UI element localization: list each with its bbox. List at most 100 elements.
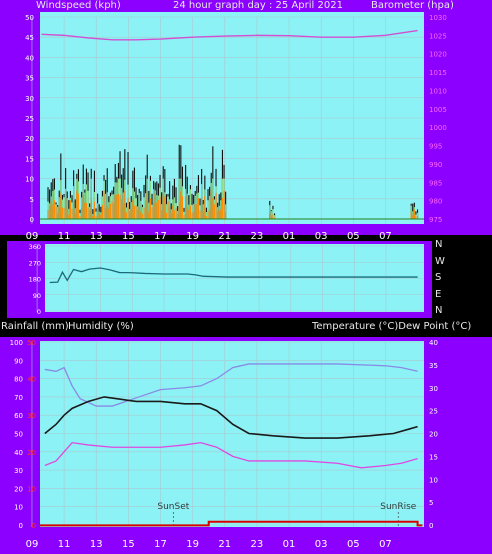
- rainfall-axis-title: Rainfall (mm): [1, 321, 69, 332]
- climate-gridlines: [31, 341, 424, 527]
- climate-xtick-label: 19: [186, 539, 199, 550]
- windspeed-axis-title: Windspeed (kph): [36, 0, 121, 11]
- sunrise-label: SunRise: [380, 502, 417, 512]
- humidity-ytick-label: 90: [14, 357, 23, 365]
- humidity-ytick-label: 60: [14, 412, 23, 420]
- temperature-ytick-label: 5: [429, 499, 433, 507]
- humidity-ytick-label: 30: [14, 467, 23, 475]
- barometer-axis-title: Barometer (hpa): [371, 0, 454, 11]
- direction-ytick-label: 360: [29, 243, 41, 251]
- axis-ticks: 0510152025303540455097598098599099510001…: [10, 14, 447, 550]
- barometer-ytick-label: 980: [429, 198, 442, 206]
- climate-xtick-label: 15: [122, 539, 135, 550]
- climate-xtick-label: 07: [379, 539, 392, 550]
- barometer-ytick-label: 990: [429, 161, 442, 169]
- compass-label-n-bottom: N: [435, 305, 443, 316]
- barometer-ytick-label: 1020: [429, 51, 447, 59]
- direction-plot-area: [45, 244, 424, 312]
- rainfall-line: [40, 520, 423, 527]
- climate-xtick-label: 13: [90, 539, 103, 550]
- chart-header-title: 24 hour graph day : 25 April 2021: [173, 0, 343, 11]
- wind-xtick-label: 21: [218, 231, 231, 242]
- humidity-ytick-label: 70: [14, 394, 23, 402]
- wind-ytick-label: 0: [30, 216, 34, 224]
- wind-ytick-label: 10: [25, 176, 34, 184]
- direction-gridlines: [36, 244, 424, 312]
- wind-ytick-label: 45: [25, 34, 34, 42]
- rain-ytick-label: 30: [27, 412, 36, 420]
- wind-xtick-label: 23: [251, 231, 264, 242]
- dewpoint-line: [44, 441, 418, 469]
- wind-ytick-label: 50: [25, 14, 34, 22]
- direction-ytick-label: 270: [29, 259, 41, 267]
- climate-xtick-label: 01: [283, 539, 296, 550]
- temperature-axis-title: Temperature (°C)Dew Point (°C): [312, 321, 472, 332]
- climate-chart: SunSet SunRise: [40, 363, 423, 527]
- barometer-ytick-label: 1010: [429, 87, 447, 95]
- rain-ytick-label: 0: [32, 522, 36, 530]
- compass-label-e: E: [435, 289, 442, 300]
- barometer-ytick-label: 1005: [429, 106, 447, 114]
- barometer-ytick-label: 985: [429, 179, 442, 187]
- compass-label-s: S: [435, 272, 442, 283]
- wind-xtick-label: 07: [379, 231, 392, 242]
- climate-xtick-label: 17: [154, 539, 167, 550]
- rain-ytick-label: 50: [27, 339, 36, 347]
- wind-ytick-label: 20: [25, 135, 34, 143]
- barometer-ytick-label: 975: [429, 216, 442, 224]
- wind-ytick-label: 15: [25, 155, 34, 163]
- wind-xtick-label: 03: [315, 231, 328, 242]
- compass-label-n-top: N: [435, 239, 443, 250]
- humidity-ytick-label: 80: [14, 376, 23, 384]
- sunset-label: SunSet: [157, 502, 189, 512]
- barometer-ytick-label: 1030: [429, 14, 447, 22]
- barometer-ytick-label: 995: [429, 143, 442, 151]
- direction-ytick-label: 0: [37, 308, 41, 316]
- humidity-line: [44, 363, 418, 407]
- humidity-ytick-label: 20: [14, 485, 23, 493]
- temperature-line: [44, 396, 418, 439]
- wind-barometer-chart: [40, 29, 424, 220]
- rain-ytick-label: 40: [27, 376, 36, 384]
- temperature-ytick-label: 25: [429, 408, 438, 416]
- temperature-ytick-label: 10: [429, 476, 438, 484]
- climate-plot-area: [40, 341, 424, 527]
- wind-xtick-label: 19: [186, 231, 199, 242]
- barometer-line: [41, 29, 418, 41]
- direction-ytick-label: 180: [29, 276, 41, 284]
- climate-xtick-label: 23: [251, 539, 264, 550]
- barometer-ytick-label: 1000: [429, 124, 447, 132]
- direction-ytick-label: 90: [33, 292, 41, 300]
- rain-ytick-label: 10: [27, 485, 36, 493]
- temperature-ytick-label: 0: [429, 522, 433, 530]
- wind-xtick-label: 05: [347, 231, 360, 242]
- humidity-axis-title: Humidity (%): [68, 321, 134, 332]
- wind-xtick-label: 11: [58, 231, 71, 242]
- humidity-ytick-label: 50: [14, 431, 23, 439]
- wind-ytick-label: 30: [25, 95, 34, 103]
- rain-ytick-label: 20: [27, 449, 36, 457]
- temperature-ytick-label: 30: [429, 385, 438, 393]
- wind-xtick-label: 13: [90, 231, 103, 242]
- temperature-ytick-label: 20: [429, 431, 438, 439]
- barometer-ytick-label: 1025: [429, 32, 447, 40]
- wind-ytick-label: 35: [25, 75, 34, 83]
- wind-xtick-label: 17: [154, 231, 167, 242]
- temperature-ytick-label: 35: [429, 362, 438, 370]
- wind-ytick-label: 25: [25, 115, 34, 123]
- humidity-ytick-label: 40: [14, 449, 23, 457]
- climate-xtick-label: 21: [218, 539, 231, 550]
- climate-xtick-label: 09: [26, 539, 39, 550]
- humidity-ytick-label: 100: [10, 339, 23, 347]
- wind-xtick-label: 01: [283, 231, 296, 242]
- climate-xtick-label: 11: [58, 539, 71, 550]
- wind-xtick-label: 09: [26, 231, 39, 242]
- wind-ytick-label: 5: [30, 196, 34, 204]
- barometer-ytick-label: 1015: [429, 69, 447, 77]
- wind-direction-line: [49, 267, 418, 284]
- climate-xtick-label: 03: [315, 539, 328, 550]
- wind-xtick-label: 15: [122, 231, 135, 242]
- humidity-ytick-label: 10: [14, 504, 23, 512]
- temperature-ytick-label: 40: [429, 339, 438, 347]
